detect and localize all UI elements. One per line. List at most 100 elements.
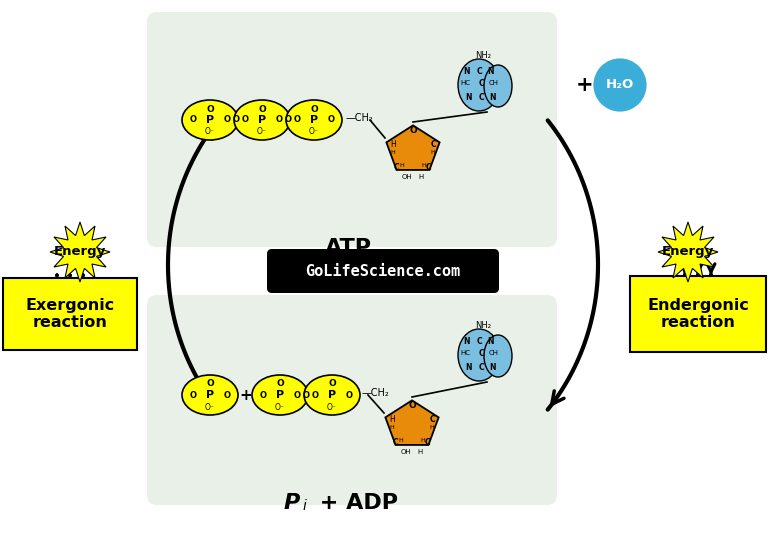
Text: H: H — [390, 140, 396, 149]
Polygon shape — [386, 125, 439, 170]
Text: +: + — [576, 75, 594, 95]
FancyBboxPatch shape — [147, 12, 557, 247]
Text: O: O — [223, 390, 231, 400]
Text: C: C — [476, 66, 482, 76]
Text: O: O — [328, 380, 336, 388]
Text: O⁻: O⁻ — [309, 127, 319, 137]
Text: O: O — [311, 390, 318, 400]
Text: O: O — [189, 390, 196, 400]
Ellipse shape — [182, 375, 238, 415]
Text: O: O — [258, 105, 266, 113]
Text: C: C — [478, 92, 484, 102]
Ellipse shape — [234, 100, 290, 140]
Polygon shape — [386, 400, 439, 445]
Text: C: C — [394, 163, 399, 172]
Text: CH: CH — [489, 80, 499, 86]
Text: OH: OH — [402, 173, 412, 180]
Text: +: + — [240, 388, 253, 402]
FancyBboxPatch shape — [630, 276, 766, 352]
Text: + ADP: + ADP — [312, 493, 398, 513]
Text: GoLifeScience.com: GoLifeScience.com — [306, 264, 461, 279]
Text: C: C — [393, 438, 399, 447]
Text: H: H — [417, 449, 422, 455]
Text: H: H — [389, 426, 394, 430]
Text: N: N — [490, 362, 496, 372]
Text: O⁻: O⁻ — [327, 402, 337, 411]
Text: C: C — [478, 78, 484, 87]
Text: O: O — [293, 116, 300, 125]
Text: N: N — [464, 66, 470, 76]
Text: O⁻: O⁻ — [275, 402, 285, 411]
Ellipse shape — [252, 375, 308, 415]
Ellipse shape — [304, 375, 360, 415]
Text: Endergonic
reaction: Endergonic reaction — [647, 298, 749, 330]
Ellipse shape — [458, 329, 500, 381]
Text: P: P — [310, 115, 318, 125]
Text: C: C — [478, 362, 484, 372]
Text: H₂O: H₂O — [606, 78, 634, 91]
Text: O: O — [284, 116, 292, 125]
Text: CH: CH — [489, 350, 499, 356]
Text: H: H — [399, 163, 404, 168]
Text: P: P — [276, 390, 284, 400]
Text: C: C — [429, 415, 435, 424]
Text: O: O — [206, 105, 214, 113]
Text: C: C — [476, 336, 482, 346]
Text: P: P — [206, 390, 214, 400]
Text: O: O — [233, 116, 240, 125]
Text: O: O — [328, 116, 335, 125]
Ellipse shape — [484, 335, 512, 377]
Text: H: H — [431, 150, 435, 156]
Text: H: H — [389, 415, 395, 424]
Text: Energy: Energy — [54, 246, 106, 259]
Text: —CH₂: —CH₂ — [346, 113, 374, 123]
Text: O: O — [259, 390, 266, 400]
Text: Energy: Energy — [662, 246, 714, 259]
Text: HC: HC — [460, 350, 470, 356]
Text: Exergonic
reaction: Exergonic reaction — [25, 298, 114, 330]
Text: H: H — [421, 438, 425, 443]
Text: O: O — [206, 380, 214, 388]
Ellipse shape — [484, 65, 512, 107]
Text: O⁻: O⁻ — [257, 127, 267, 137]
Ellipse shape — [286, 100, 342, 140]
FancyBboxPatch shape — [147, 295, 557, 505]
Text: O: O — [303, 390, 310, 400]
Text: C: C — [425, 438, 430, 447]
Text: NH₂: NH₂ — [475, 51, 491, 59]
Text: H: H — [430, 426, 435, 430]
Polygon shape — [658, 222, 718, 282]
Text: OH: OH — [401, 449, 412, 455]
FancyBboxPatch shape — [3, 278, 137, 350]
Text: O⁻: O⁻ — [205, 127, 215, 137]
FancyBboxPatch shape — [267, 249, 499, 293]
Text: P: P — [206, 115, 214, 125]
Text: N: N — [488, 336, 495, 346]
Text: H: H — [422, 163, 426, 168]
Text: O⁻: O⁻ — [205, 402, 215, 411]
Text: O: O — [241, 116, 248, 125]
Text: i: i — [303, 499, 307, 513]
Text: O: O — [408, 401, 416, 410]
Text: O: O — [294, 390, 301, 400]
Circle shape — [592, 57, 648, 113]
Text: NH₂: NH₂ — [475, 321, 491, 329]
Polygon shape — [50, 222, 110, 282]
Text: O: O — [276, 116, 283, 125]
Text: O: O — [223, 116, 231, 125]
Text: N: N — [488, 66, 495, 76]
Text: P: P — [283, 493, 300, 513]
Text: N: N — [465, 92, 472, 102]
Ellipse shape — [182, 100, 238, 140]
Text: C: C — [478, 348, 484, 357]
Text: N: N — [490, 92, 496, 102]
Text: HC: HC — [460, 80, 470, 86]
Text: O: O — [409, 126, 417, 135]
Text: O: O — [276, 380, 284, 388]
Text: C: C — [425, 163, 431, 172]
Text: P: P — [258, 115, 266, 125]
Text: N: N — [464, 336, 470, 346]
Text: O: O — [189, 116, 196, 125]
Text: O: O — [346, 390, 353, 400]
Text: H: H — [399, 438, 403, 443]
